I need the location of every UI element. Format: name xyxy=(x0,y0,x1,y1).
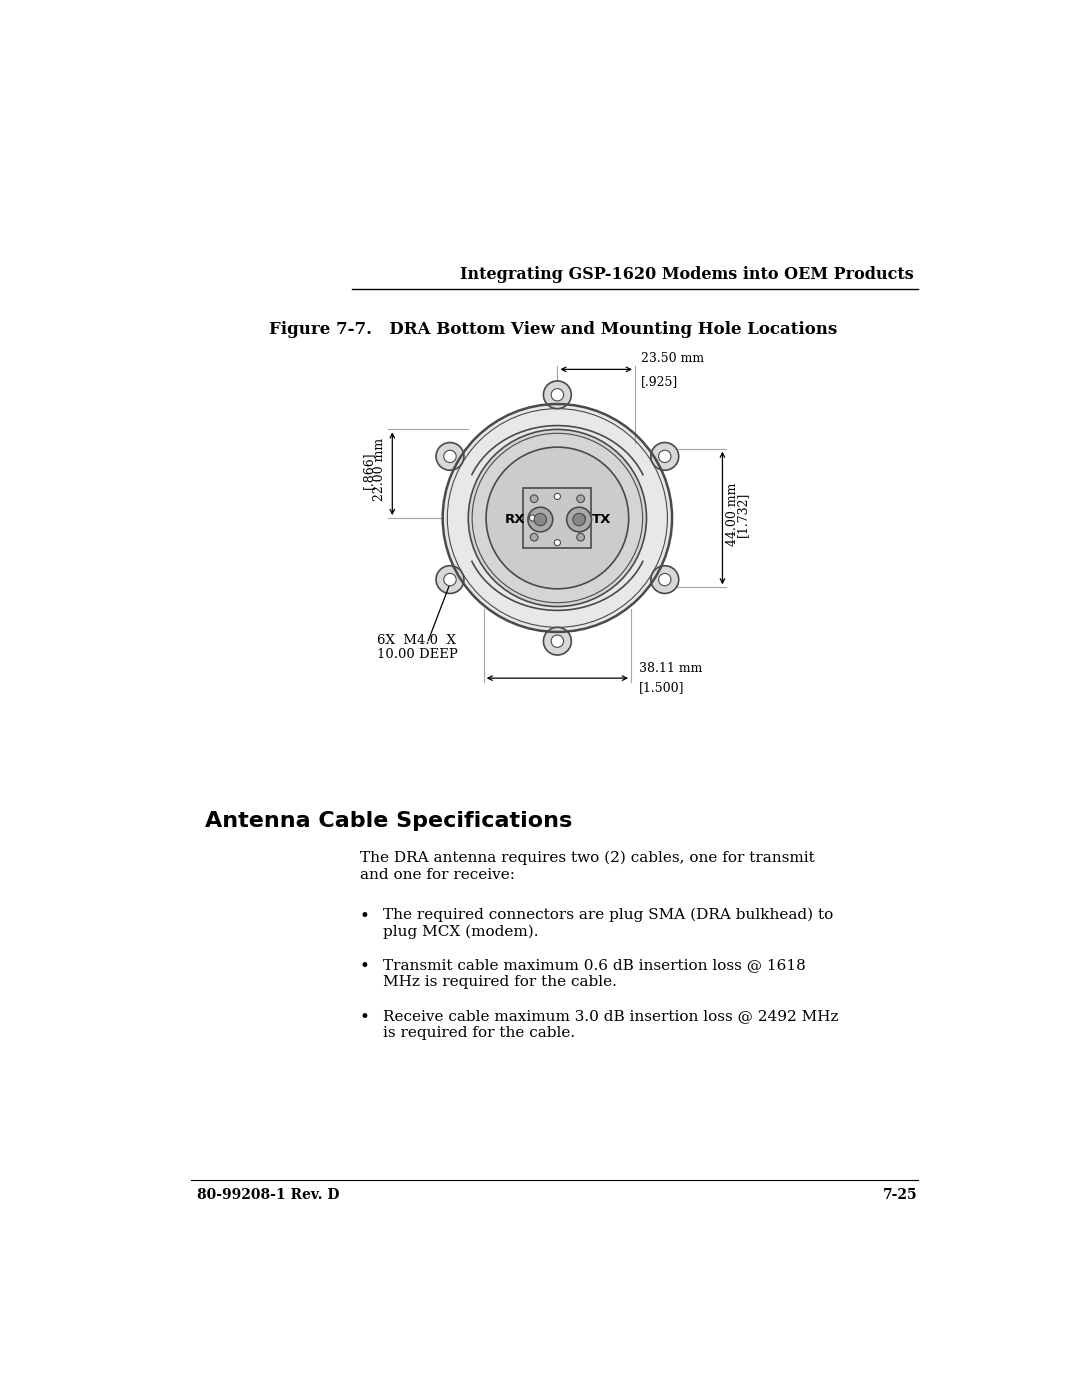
Text: •: • xyxy=(360,908,369,925)
Circle shape xyxy=(486,447,629,588)
Text: [.925]: [.925] xyxy=(642,376,678,388)
Circle shape xyxy=(651,566,678,594)
Text: •: • xyxy=(360,1009,369,1027)
Text: 22.00 mm: 22.00 mm xyxy=(373,439,387,502)
Circle shape xyxy=(469,429,647,606)
Text: Transmit cable maximum 0.6 dB insertion loss @ 1618: Transmit cable maximum 0.6 dB insertion … xyxy=(383,958,806,972)
Circle shape xyxy=(572,513,585,525)
Text: [.866]: [.866] xyxy=(362,451,375,489)
Circle shape xyxy=(567,507,592,532)
Circle shape xyxy=(529,515,536,521)
Circle shape xyxy=(579,515,585,521)
Text: The required connectors are plug SMA (DRA bulkhead) to: The required connectors are plug SMA (DR… xyxy=(383,908,834,922)
Circle shape xyxy=(551,636,564,647)
Text: RX: RX xyxy=(504,513,525,527)
Circle shape xyxy=(436,443,464,471)
Circle shape xyxy=(528,507,553,532)
Text: [1.500]: [1.500] xyxy=(638,682,685,694)
Text: Figure 7-7.   DRA Bottom View and Mounting Hole Locations: Figure 7-7. DRA Bottom View and Mounting… xyxy=(269,321,838,338)
Text: MHz is required for the cable.: MHz is required for the cable. xyxy=(383,975,617,989)
Circle shape xyxy=(577,495,584,503)
Text: •: • xyxy=(360,958,369,975)
Text: 38.11 mm: 38.11 mm xyxy=(638,662,702,675)
Text: and one for receive:: and one for receive: xyxy=(360,868,515,882)
Circle shape xyxy=(577,534,584,541)
Text: Antenna Cable Specifications: Antenna Cable Specifications xyxy=(205,810,572,831)
Circle shape xyxy=(651,443,678,471)
Circle shape xyxy=(443,404,672,631)
Text: plug MCX (modem).: plug MCX (modem). xyxy=(383,925,539,939)
Text: TX: TX xyxy=(592,513,611,527)
Text: 80-99208-1 Rev. D: 80-99208-1 Rev. D xyxy=(197,1187,339,1201)
Circle shape xyxy=(659,573,671,585)
Circle shape xyxy=(436,566,464,594)
Text: 6X  M4.0  X: 6X M4.0 X xyxy=(377,634,456,647)
Circle shape xyxy=(530,495,538,503)
Circle shape xyxy=(444,450,456,462)
Circle shape xyxy=(530,534,538,541)
Circle shape xyxy=(554,539,561,546)
Text: is required for the cable.: is required for the cable. xyxy=(383,1027,576,1041)
Circle shape xyxy=(444,573,456,585)
Bar xyxy=(524,488,592,548)
Text: 23.50 mm: 23.50 mm xyxy=(642,352,704,365)
Circle shape xyxy=(554,493,561,500)
Circle shape xyxy=(543,381,571,409)
Text: 44.00 mm: 44.00 mm xyxy=(727,482,740,546)
Text: 10.00 DEEP: 10.00 DEEP xyxy=(377,648,458,661)
Text: [1.732]: [1.732] xyxy=(737,492,750,536)
Text: Integrating GSP-1620 Modems into OEM Products: Integrating GSP-1620 Modems into OEM Pro… xyxy=(460,267,914,284)
Text: Receive cable maximum 3.0 dB insertion loss @ 2492 MHz: Receive cable maximum 3.0 dB insertion l… xyxy=(383,1009,838,1023)
Text: The DRA antenna requires two (2) cables, one for transmit: The DRA antenna requires two (2) cables,… xyxy=(360,851,814,865)
Circle shape xyxy=(543,627,571,655)
Circle shape xyxy=(551,388,564,401)
Circle shape xyxy=(535,513,546,525)
Text: 7-25: 7-25 xyxy=(883,1187,918,1201)
Circle shape xyxy=(659,450,671,462)
